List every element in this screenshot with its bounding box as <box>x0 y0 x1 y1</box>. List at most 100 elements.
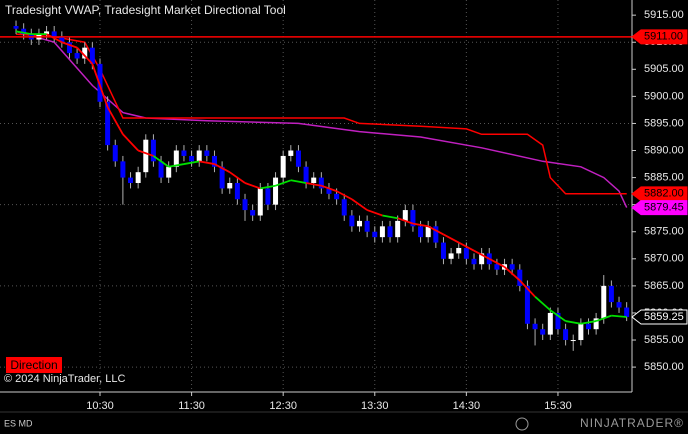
candle-body <box>616 302 622 308</box>
x-tick-label: 15:30 <box>544 400 572 412</box>
candle-body <box>44 31 50 35</box>
direction-segment <box>229 171 246 184</box>
candle-body <box>120 161 126 178</box>
direction-segment <box>46 33 63 44</box>
candle-body <box>303 166 309 184</box>
x-tick-label: 14:30 <box>453 400 481 412</box>
direction-segment <box>580 320 597 325</box>
candle-body <box>555 312 561 330</box>
direction-segment <box>351 198 368 211</box>
candle-body <box>471 258 477 265</box>
copyright: © 2024 NinjaTrader, LLC <box>4 373 125 385</box>
y-tick-label: 5865.00 <box>644 280 684 292</box>
direction-segment <box>473 249 490 260</box>
candle-body <box>624 307 630 318</box>
candle-body <box>364 220 370 232</box>
direction-segment <box>397 217 414 225</box>
candle-body <box>181 150 187 156</box>
candle-body <box>234 183 240 200</box>
y-tick-label: 5875.00 <box>644 226 684 238</box>
candle-body <box>82 47 88 59</box>
price-marker-label: 5859.25 <box>644 311 684 323</box>
price-marker <box>631 309 688 325</box>
candle-body <box>326 188 332 194</box>
candle-body <box>13 25 19 29</box>
candle-body <box>204 150 210 156</box>
candle-body <box>273 177 279 205</box>
x-tick-label: 12:30 <box>269 400 297 412</box>
direction-segment <box>565 320 582 325</box>
candle-body <box>280 155 286 178</box>
direction-segment <box>427 225 444 236</box>
direction-segment <box>61 41 78 49</box>
direction-segment <box>549 309 567 322</box>
candle-body <box>395 220 401 238</box>
direction-segment <box>290 179 307 184</box>
candle-body <box>158 161 164 178</box>
direction-segment <box>260 184 276 190</box>
grid-layer <box>0 0 632 392</box>
candle-body <box>379 226 385 238</box>
direction-segment <box>152 155 170 168</box>
candle-body <box>601 285 607 319</box>
candle-body <box>295 150 301 167</box>
candle-body <box>166 166 172 178</box>
price-marker <box>631 186 688 202</box>
direction-segment <box>199 160 215 165</box>
candle-body <box>494 264 500 270</box>
candle-body <box>66 42 72 54</box>
candle-body <box>227 183 233 189</box>
direction-segment <box>534 296 551 311</box>
direction-segment <box>321 184 337 192</box>
direction-segment <box>275 179 292 187</box>
candle-body <box>570 340 576 342</box>
candle-body <box>196 150 202 162</box>
direction-segment <box>244 182 261 190</box>
candle-body <box>334 193 340 200</box>
candle-body <box>288 150 294 156</box>
candle-body <box>135 172 141 184</box>
candle-body <box>189 155 195 162</box>
y-tick-label: 5885.00 <box>644 171 684 183</box>
price-marker-label: 5911.00 <box>644 31 683 43</box>
direction-segment <box>305 182 322 187</box>
candle-body <box>425 226 431 238</box>
candle-body <box>479 253 485 265</box>
x-tick-label: 10:30 <box>86 400 114 412</box>
candle-body <box>532 323 538 330</box>
brand-icon <box>515 417 529 431</box>
direction-box <box>6 357 62 373</box>
candle-body <box>578 323 584 341</box>
y-tick-label: 5855.00 <box>644 334 684 346</box>
direction-segment <box>183 160 200 165</box>
candle-body <box>440 242 446 259</box>
direction-segment <box>91 63 109 108</box>
candle-body <box>173 150 179 167</box>
candle-body <box>143 139 149 173</box>
x-tick-label: 13:30 <box>361 400 389 412</box>
candle-body <box>349 215 355 227</box>
candle-body <box>265 188 271 205</box>
candle-body <box>448 253 454 259</box>
candle-body <box>524 285 530 324</box>
candle-body <box>517 269 523 286</box>
direction-segment <box>443 233 460 244</box>
direction-label: Direction <box>10 358 57 372</box>
direction-segment <box>382 214 398 220</box>
candle-body <box>402 210 408 221</box>
candle-body <box>211 155 217 167</box>
brand: NINJATRADER® <box>580 416 684 430</box>
candle-body <box>410 210 416 227</box>
chart-title: Tradesight VWAP, Tradesight Market Direc… <box>5 3 286 17</box>
candle-body <box>105 101 111 146</box>
direction-segment <box>458 241 475 252</box>
instrument: ES MD <box>4 418 33 428</box>
candle-body <box>150 139 156 162</box>
y-tick-label: 5890.00 <box>644 144 684 156</box>
candle-body <box>433 226 439 243</box>
direction-segment <box>611 314 627 318</box>
candle-body <box>250 210 256 216</box>
candle-body <box>387 226 393 238</box>
direction-segment <box>106 106 124 135</box>
candle-body <box>89 47 95 64</box>
